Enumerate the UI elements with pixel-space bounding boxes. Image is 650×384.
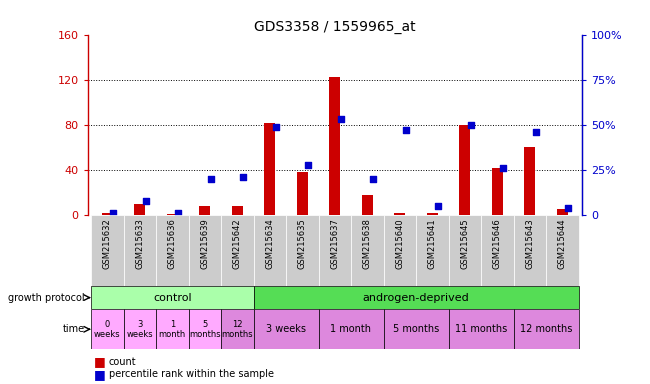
Bar	[416, 215, 448, 286]
Bar	[546, 215, 578, 286]
Text: 1
month: 1 month	[159, 319, 186, 339]
Bar	[318, 215, 351, 286]
Bar	[231, 206, 243, 215]
Text: GSM215634: GSM215634	[265, 218, 274, 269]
Point	[465, 122, 476, 128]
Bar	[101, 213, 113, 215]
Bar	[524, 147, 536, 215]
Text: control: control	[153, 293, 192, 303]
Text: percentile rank within the sample: percentile rank within the sample	[109, 369, 274, 379]
Title: GDS3358 / 1559965_at: GDS3358 / 1559965_at	[254, 20, 415, 33]
Bar	[199, 206, 211, 215]
Bar	[91, 286, 254, 309]
Point	[433, 203, 443, 209]
Text: 3
weeks: 3 weeks	[127, 319, 153, 339]
Bar	[134, 204, 146, 215]
Bar	[221, 309, 254, 349]
Bar	[556, 209, 568, 215]
Text: ■: ■	[94, 368, 106, 381]
Text: GSM215641: GSM215641	[428, 218, 437, 269]
Bar	[221, 215, 254, 286]
Text: GSM215633: GSM215633	[135, 218, 144, 270]
Bar	[351, 215, 383, 286]
Text: GSM215636: GSM215636	[168, 218, 177, 270]
Text: GSM215632: GSM215632	[103, 218, 112, 269]
Point	[530, 129, 541, 135]
Bar	[91, 309, 124, 349]
Point	[108, 210, 118, 216]
Text: ■: ■	[94, 355, 106, 368]
Bar	[384, 215, 416, 286]
Point	[140, 197, 151, 204]
Bar	[156, 215, 188, 286]
Text: 0
weeks: 0 weeks	[94, 319, 120, 339]
Bar	[329, 78, 341, 215]
Point	[205, 176, 216, 182]
Point	[238, 174, 248, 180]
Bar	[188, 215, 221, 286]
Text: GSM215645: GSM215645	[460, 218, 469, 269]
Bar	[156, 309, 188, 349]
Text: GSM215646: GSM215646	[493, 218, 502, 269]
Point	[368, 176, 378, 182]
Bar	[448, 309, 514, 349]
Text: GSM215644: GSM215644	[558, 218, 567, 269]
Bar	[296, 172, 308, 215]
Bar	[481, 215, 514, 286]
Point	[400, 127, 411, 133]
Bar	[361, 195, 373, 215]
Text: GSM215638: GSM215638	[363, 218, 372, 270]
Bar	[514, 309, 578, 349]
Bar	[318, 309, 384, 349]
Point	[498, 165, 508, 171]
Text: 3 weeks: 3 weeks	[266, 324, 306, 334]
Text: growth protocol: growth protocol	[8, 293, 84, 303]
Bar	[254, 309, 318, 349]
Bar	[286, 215, 318, 286]
Bar	[124, 309, 156, 349]
Text: GSM215643: GSM215643	[525, 218, 534, 269]
Text: 12 months: 12 months	[520, 324, 572, 334]
Bar	[254, 215, 286, 286]
Point	[173, 210, 183, 216]
Text: 1 month: 1 month	[330, 324, 372, 334]
Bar	[264, 122, 276, 215]
Bar	[384, 309, 448, 349]
Bar	[394, 213, 406, 215]
Point	[270, 124, 281, 130]
Text: GSM215640: GSM215640	[395, 218, 404, 269]
Text: 11 months: 11 months	[455, 324, 507, 334]
Text: count: count	[109, 357, 136, 367]
Bar	[459, 125, 471, 215]
Text: 5
months: 5 months	[189, 319, 220, 339]
Bar	[448, 215, 481, 286]
Point	[563, 205, 573, 211]
Text: GSM215639: GSM215639	[200, 218, 209, 269]
Text: GSM215635: GSM215635	[298, 218, 307, 269]
Bar	[514, 215, 546, 286]
Point	[303, 161, 313, 167]
Text: GSM215642: GSM215642	[233, 218, 242, 269]
Text: androgen-deprived: androgen-deprived	[363, 293, 469, 303]
Text: 5 months: 5 months	[393, 324, 439, 334]
Text: GSM215637: GSM215637	[330, 218, 339, 270]
Text: time: time	[62, 324, 84, 334]
Bar	[124, 215, 156, 286]
Bar	[166, 214, 178, 215]
Bar	[91, 215, 124, 286]
Bar	[254, 286, 578, 309]
Text: 12
months: 12 months	[222, 319, 253, 339]
Bar	[188, 309, 221, 349]
Point	[335, 116, 346, 122]
Bar	[491, 168, 503, 215]
Bar	[426, 213, 438, 215]
